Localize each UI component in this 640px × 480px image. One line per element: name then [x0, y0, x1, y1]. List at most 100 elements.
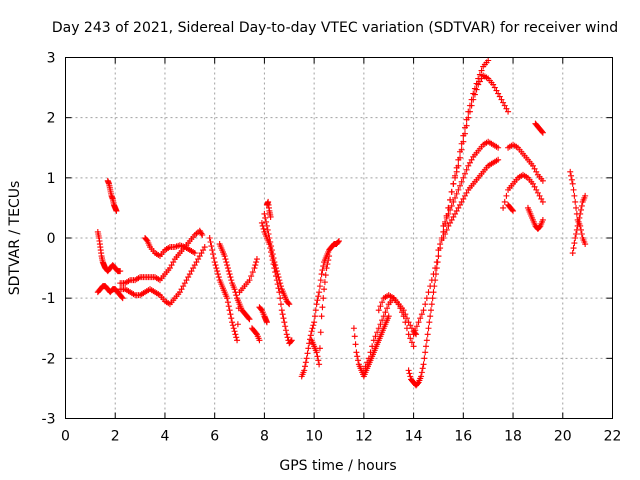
data-point	[406, 370, 413, 377]
data-point	[430, 271, 437, 278]
data-point	[435, 253, 442, 260]
data-point	[234, 337, 241, 344]
data-point	[470, 96, 477, 103]
y-tick-label: -1	[42, 291, 56, 307]
data-point	[119, 295, 126, 302]
data-point	[418, 369, 425, 376]
data-point	[266, 235, 273, 241]
data-point	[420, 307, 427, 314]
data-point	[377, 321, 384, 328]
data-point	[427, 283, 434, 290]
data-point	[319, 267, 326, 274]
data-point	[277, 280, 284, 287]
data-point	[402, 311, 409, 318]
data-point	[445, 210, 452, 217]
data-point	[253, 259, 260, 266]
data-point	[195, 256, 202, 263]
data-point	[443, 214, 450, 221]
chart-title: Day 243 of 2021, Sidereal Day-to-day VTE…	[52, 20, 618, 36]
data-point	[531, 165, 538, 172]
data-point	[215, 274, 222, 281]
data-point	[354, 353, 361, 360]
series-arc-15	[308, 253, 333, 368]
data-point	[501, 102, 508, 109]
data-point	[198, 250, 205, 257]
data-point	[455, 204, 462, 211]
data-point	[471, 91, 478, 98]
data-point	[351, 333, 358, 340]
data-point	[478, 67, 485, 74]
data-point	[228, 277, 235, 284]
data-point	[198, 230, 205, 237]
data-point	[447, 196, 454, 203]
data-point	[286, 301, 293, 308]
x-tick-label: 10	[305, 429, 323, 445]
data-point	[461, 192, 468, 199]
y-tick-labels: -3 -2 -1 0 1 2 3	[42, 51, 56, 428]
data-point	[210, 251, 217, 258]
data-point	[228, 315, 235, 322]
series-arc-24	[505, 141, 546, 184]
data-point	[352, 341, 359, 348]
data-point	[529, 162, 536, 169]
data-point	[364, 359, 371, 366]
data-point	[185, 274, 192, 281]
data-point	[224, 262, 231, 269]
data-point	[423, 295, 430, 302]
series-arc-13	[263, 198, 274, 220]
data-point	[303, 355, 310, 362]
data-point	[200, 247, 207, 254]
data-point	[465, 114, 472, 121]
data-point	[408, 339, 415, 346]
data-point	[233, 292, 240, 299]
data-point	[539, 198, 546, 205]
data-point	[450, 180, 457, 187]
x-tick-label: 4	[160, 429, 169, 445]
data-point	[312, 307, 319, 314]
data-point	[183, 277, 190, 284]
data-point	[310, 322, 317, 329]
data-point	[191, 250, 198, 257]
data-point	[277, 301, 284, 308]
data-point	[272, 262, 279, 269]
axis-ticks	[65, 57, 613, 419]
data-point	[453, 168, 460, 175]
y-tick-label: 2	[47, 111, 56, 127]
series-arc-4	[117, 227, 206, 287]
data-point	[452, 210, 459, 217]
data-point	[534, 189, 541, 196]
y-axis-label: SDTVAR / TECUs	[7, 181, 23, 296]
data-point	[570, 186, 577, 193]
data-point	[576, 214, 583, 221]
series-arc-21	[435, 72, 512, 254]
data-point	[188, 268, 195, 275]
data-point	[425, 325, 432, 332]
data-point	[408, 325, 415, 332]
data-point	[304, 350, 311, 357]
data-point	[370, 337, 377, 344]
data-point	[323, 265, 330, 272]
data-point	[419, 365, 426, 372]
data-point	[460, 174, 467, 181]
data-point	[302, 363, 309, 370]
data-point	[308, 328, 315, 335]
data-point	[353, 349, 360, 356]
series-arc-29	[567, 168, 589, 248]
data-point	[225, 303, 232, 310]
x-tick-label: 16	[454, 429, 472, 445]
data-point	[501, 198, 508, 205]
data-point	[276, 289, 283, 296]
data-point	[466, 108, 473, 115]
data-point	[410, 331, 417, 338]
data-point	[211, 259, 218, 266]
data-point	[533, 186, 540, 193]
data-point	[500, 204, 507, 211]
data-point	[495, 156, 502, 163]
data-point	[379, 299, 386, 306]
data-point	[421, 355, 428, 362]
data-point	[478, 75, 485, 82]
data-point	[457, 154, 464, 161]
data-point	[273, 268, 280, 275]
data-point	[208, 243, 215, 250]
data-point	[227, 311, 234, 318]
